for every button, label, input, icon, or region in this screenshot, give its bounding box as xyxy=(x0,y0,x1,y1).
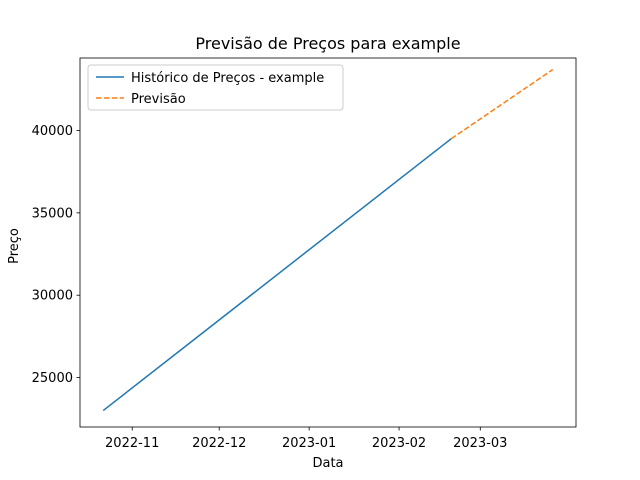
y-tick-label: 35000 xyxy=(32,206,73,221)
legend-label-0: Histórico de Preços - example xyxy=(131,71,324,86)
y-tick-label: 25000 xyxy=(32,371,73,386)
series-line-1 xyxy=(450,68,554,140)
plot-area: 2022-11 2022-12 2023-01 2023-02 2023-03 25000… xyxy=(32,57,577,451)
x-tick-label: 2022-11 xyxy=(105,436,159,451)
legend: Histórico de Preços - example Previsão xyxy=(87,64,344,111)
x-tick-label: 2023-01 xyxy=(282,436,336,451)
legend-label-1: Previsão xyxy=(131,92,186,107)
y-tick-label: 40000 xyxy=(32,124,73,139)
x-axis-label: Data xyxy=(312,456,343,471)
x-tick-label: 2023-03 xyxy=(453,436,507,451)
x-tick-label: 2023-02 xyxy=(372,436,426,451)
legend-box xyxy=(87,64,344,111)
series-line-0 xyxy=(102,138,452,412)
y-axis-label: Preço xyxy=(7,228,22,264)
y-tick-label: 30000 xyxy=(32,289,73,304)
chart-title: Previsão de Preços para example xyxy=(195,34,460,53)
axes-frame xyxy=(79,57,577,428)
x-tick-label: 2022-12 xyxy=(192,436,246,451)
